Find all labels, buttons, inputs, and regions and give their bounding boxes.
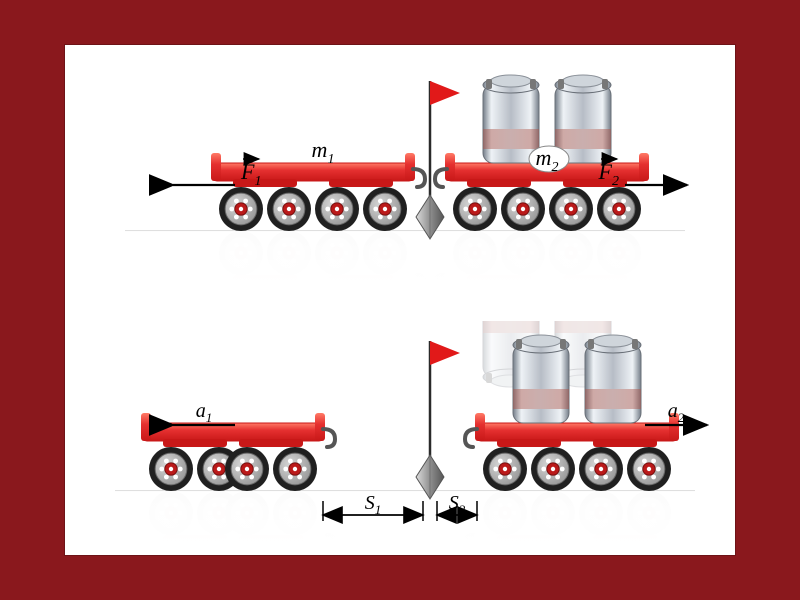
slide-background: m1m2F1F2a1a2S1S2 [0, 0, 800, 600]
svg-text:a2: a2 [668, 400, 685, 425]
svg-text:a1: a1 [196, 400, 213, 425]
physics-diagram: m1m2F1F2a1a2S1S2 [65, 45, 735, 555]
diagram-panel: m1m2F1F2a1a2S1S2 [65, 45, 735, 555]
